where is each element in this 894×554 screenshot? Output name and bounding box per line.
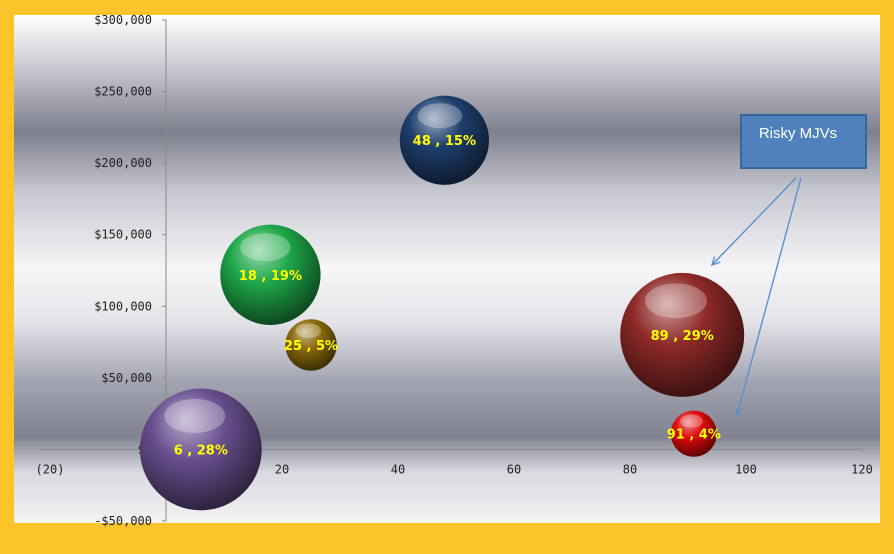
x-tick-label: 20 bbox=[275, 462, 289, 476]
x-tick-label: 100 bbox=[735, 462, 757, 476]
bubble-mark bbox=[139, 388, 262, 511]
x-tick-label: (20) bbox=[36, 462, 65, 476]
bubble: 25 , 5% bbox=[284, 319, 338, 371]
bubble-highlight bbox=[295, 323, 322, 338]
y-tick-label: -$50,000 bbox=[94, 514, 152, 528]
callout-arrow-2 bbox=[737, 177, 802, 415]
bubbles: 48 , 15% 18 , 19% 25 , 5% 6 , 28% 89 , 29% 91… bbox=[139, 95, 745, 511]
bubble-mark bbox=[620, 272, 745, 397]
bubble-highlight bbox=[679, 414, 704, 428]
bubble-highlight bbox=[645, 283, 707, 319]
x-tick-label: 60 bbox=[507, 462, 521, 476]
callout-risky-mjvs: Risky MJVs bbox=[712, 114, 867, 415]
bubble-mark bbox=[670, 410, 717, 457]
y-tick-label: $100,000 bbox=[94, 299, 152, 313]
x-tick-label: 80 bbox=[623, 462, 637, 476]
x-tick-label: 40 bbox=[391, 462, 405, 476]
y-tick-label: $250,000 bbox=[94, 85, 152, 99]
bubble: 91 , 4% bbox=[667, 410, 721, 457]
y-tick-label: $150,000 bbox=[94, 228, 152, 242]
bubble: 6 , 28% bbox=[139, 388, 262, 511]
x-tick-label: 120 bbox=[851, 462, 873, 476]
bubble-label: 91 , 4% bbox=[667, 428, 721, 443]
bubble-label: 48 , 15% bbox=[413, 134, 476, 149]
y-tick-label: $200,000 bbox=[94, 156, 152, 170]
bubble-label: 6 , 28% bbox=[174, 443, 228, 458]
callout-arrow-1 bbox=[712, 177, 797, 265]
bubble-label: 18 , 19% bbox=[239, 269, 302, 284]
bubble-highlight bbox=[164, 398, 226, 433]
y-tick-label: $50,000 bbox=[101, 371, 152, 385]
bubble-highlight bbox=[417, 103, 463, 129]
bubble-highlight bbox=[240, 233, 291, 262]
callout-text: Risky MJVs bbox=[759, 125, 837, 142]
bubble: 48 , 15% bbox=[399, 95, 489, 185]
bubble-label: 89 , 29% bbox=[651, 329, 714, 344]
y-tick-label: $300,000 bbox=[94, 13, 152, 27]
bubble: 89 , 29% bbox=[620, 272, 745, 397]
callout-box bbox=[740, 114, 867, 169]
bubble: 18 , 19% bbox=[220, 224, 321, 325]
bubble-mark bbox=[285, 319, 337, 371]
bubble-mark bbox=[399, 95, 489, 185]
bubble-label: 25 , 5% bbox=[284, 339, 338, 354]
bubble-mark bbox=[220, 224, 321, 325]
